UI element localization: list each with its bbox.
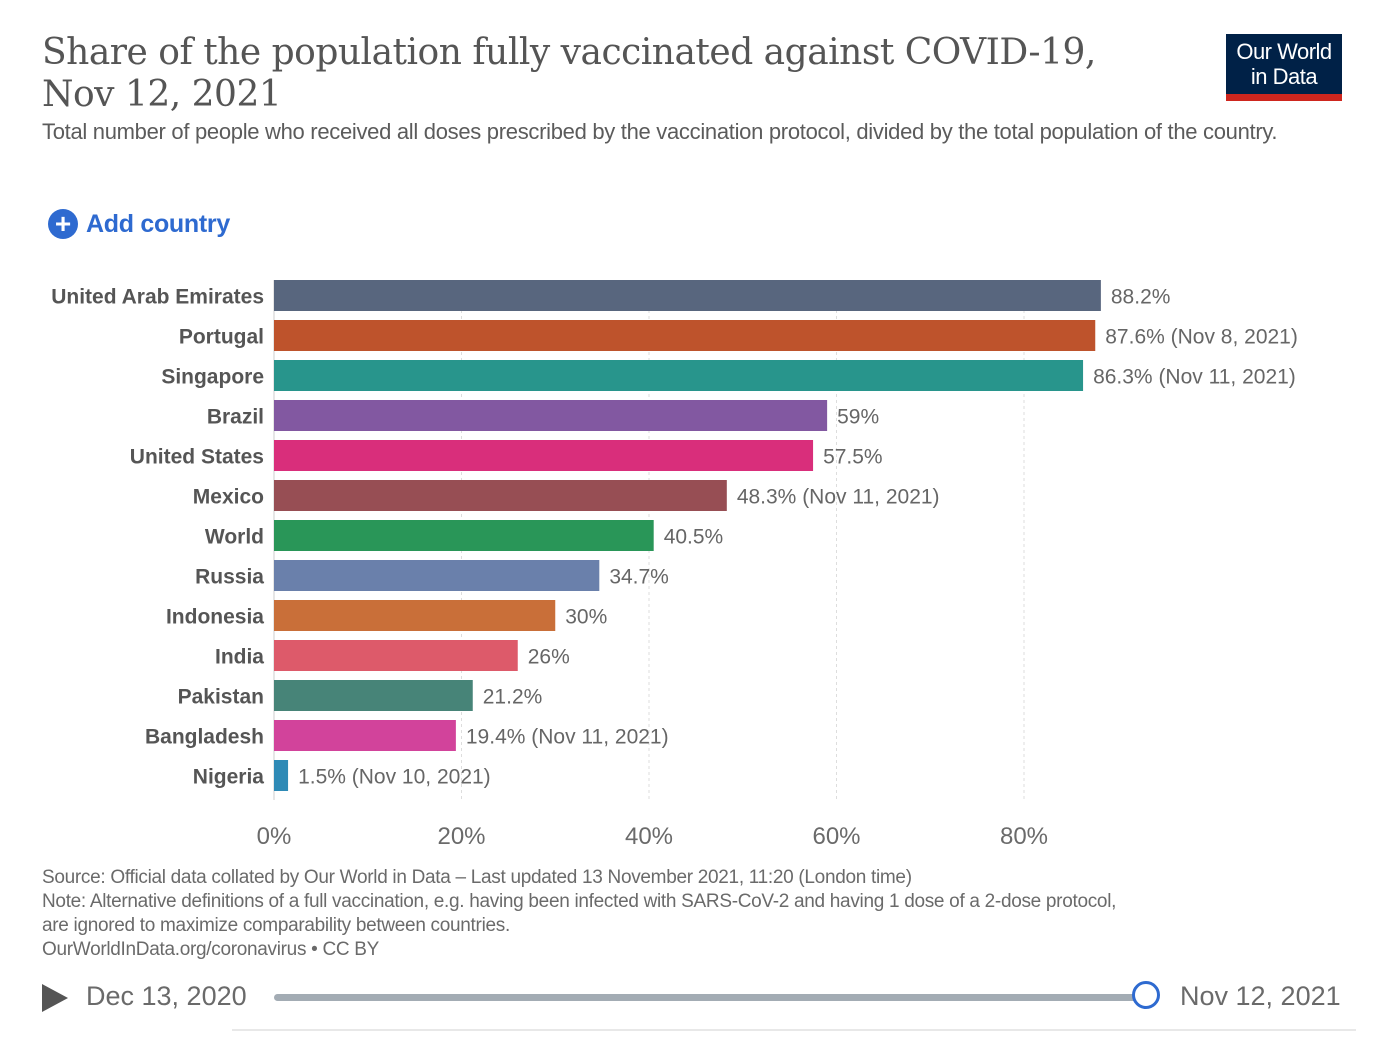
x-tick-label: 60%: [812, 823, 860, 850]
note-text-line-1: Note: Alternative definitions of a full …: [42, 891, 1117, 912]
bar: [274, 640, 518, 671]
category-label: Russia: [195, 566, 264, 589]
logo-line-2: in Data: [1250, 64, 1318, 89]
category-label: India: [215, 646, 264, 669]
category-label: Portugal: [179, 326, 264, 349]
category-label: Brazil: [207, 406, 264, 429]
category-label: United Arab Emirates: [51, 286, 264, 309]
bar: [274, 360, 1084, 391]
logo-bar: [1226, 94, 1342, 101]
timeline-end-date: Nov 12, 2021: [1180, 981, 1341, 1011]
data-label: 26%: [528, 646, 570, 669]
bar: [274, 480, 727, 511]
bar: [274, 320, 1096, 351]
chart-subtitle: Total number of people who received all …: [42, 119, 1278, 144]
category-label: Bangladesh: [145, 726, 264, 749]
data-label: 30%: [565, 606, 607, 629]
bar-chart: 0% 20% 40% 60% 80% United Arab Emirates 88.2% P…: [51, 280, 1298, 850]
category-label: Nigeria: [193, 766, 265, 789]
chart-footer: Source: Official data collated by Our Wo…: [42, 866, 1342, 962]
x-tick-label: 80%: [1000, 823, 1048, 850]
data-label: 59%: [837, 406, 879, 429]
data-label: 48.3% (Nov 11, 2021): [737, 486, 940, 509]
timeline-track[interactable]: [274, 994, 1147, 1001]
category-label: United States: [130, 446, 264, 469]
bar: [274, 560, 600, 591]
bar: [274, 280, 1101, 311]
owid-logo[interactable]: Our World in Data: [1226, 34, 1342, 101]
play-icon[interactable]: [42, 984, 68, 1012]
bar: [274, 520, 654, 551]
plus-circle-icon: +: [48, 209, 78, 239]
category-label: World: [205, 526, 264, 549]
data-label: 19.4% (Nov 11, 2021): [466, 726, 669, 749]
data-label: 57.5%: [823, 446, 883, 469]
x-tick-label: 0%: [257, 823, 292, 850]
divider: [232, 1029, 1356, 1031]
category-label: Indonesia: [166, 606, 264, 629]
bar: [274, 600, 556, 631]
add-country-label: Add country: [86, 209, 230, 238]
bar: [274, 720, 456, 751]
bar: [274, 400, 828, 431]
logo-line-1: Our World: [1236, 39, 1332, 64]
data-label: 1.5% (Nov 10, 2021): [298, 766, 491, 789]
data-label: 40.5%: [664, 526, 724, 549]
x-tick-label: 40%: [625, 823, 673, 850]
category-label: Pakistan: [178, 686, 264, 709]
timeline: Dec 13, 2020 Nov 12, 2021: [42, 978, 1352, 1018]
note-text-line-2: are ignored to maximize comparability be…: [42, 915, 510, 936]
bar: [274, 760, 289, 791]
add-country-button[interactable]: + Add country: [48, 208, 230, 240]
data-label: 88.2%: [1111, 286, 1171, 309]
data-label: 86.3% (Nov 11, 2021): [1093, 366, 1296, 389]
bar: [274, 440, 814, 471]
x-tick-label: 20%: [437, 823, 485, 850]
bar: [274, 680, 473, 711]
timeline-handle[interactable]: [1132, 981, 1160, 1009]
source-link[interactable]: OurWorldInData.org/coronavirus • CC BY: [42, 939, 380, 960]
source-text: Source: Official data collated by Our Wo…: [42, 867, 912, 888]
timeline-start-date: Dec 13, 2020: [86, 981, 247, 1011]
category-label: Singapore: [161, 366, 264, 389]
data-label: 34.7%: [609, 566, 669, 589]
data-label: 21.2%: [483, 686, 543, 709]
data-label: 87.6% (Nov 8, 2021): [1105, 326, 1298, 349]
chart-title: Share of the population fully vaccinated…: [42, 32, 1096, 115]
category-label: Mexico: [193, 486, 264, 509]
